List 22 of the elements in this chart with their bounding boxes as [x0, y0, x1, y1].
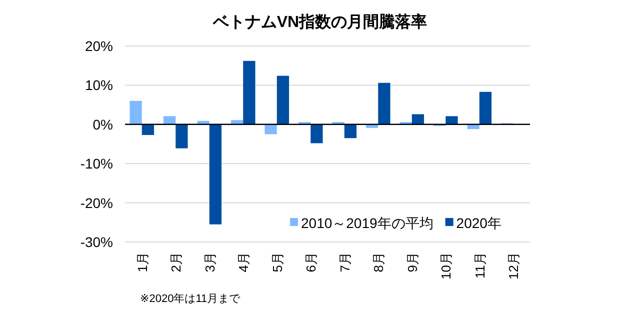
legend-label: 2020年: [456, 215, 502, 231]
chart-title: ベトナムVN指数の月間騰落率: [212, 12, 428, 31]
x-tick-label: 8月: [371, 252, 386, 272]
x-tick-label: 9月: [404, 252, 420, 272]
x-tick-label: 12月: [506, 252, 522, 280]
y-tick-label: -20%: [80, 194, 113, 211]
y-tick-label: 10%: [84, 77, 113, 94]
x-tick-label: 11月: [472, 252, 488, 278]
x-tick-label: 5月: [270, 252, 285, 272]
x-tick-label: 10月: [438, 252, 454, 280]
y-tick-label: 20%: [84, 38, 113, 54]
y-tick-label: 0%: [92, 116, 113, 132]
legend-label: 2010～2019年の平均: [301, 215, 434, 231]
x-tick-label: 4月: [236, 252, 252, 272]
y-tick-label: -30%: [80, 234, 113, 250]
x-tick-label: 1月: [134, 252, 150, 272]
x-tick-label: 7月: [337, 252, 352, 272]
y-tick-label: -10%: [80, 156, 113, 172]
x-tick-label: 6月: [304, 252, 319, 272]
x-tick-label: 3月: [202, 252, 218, 272]
x-tick-label: 2月: [168, 252, 184, 272]
text: ※2020年は11月まで: [140, 293, 242, 305]
